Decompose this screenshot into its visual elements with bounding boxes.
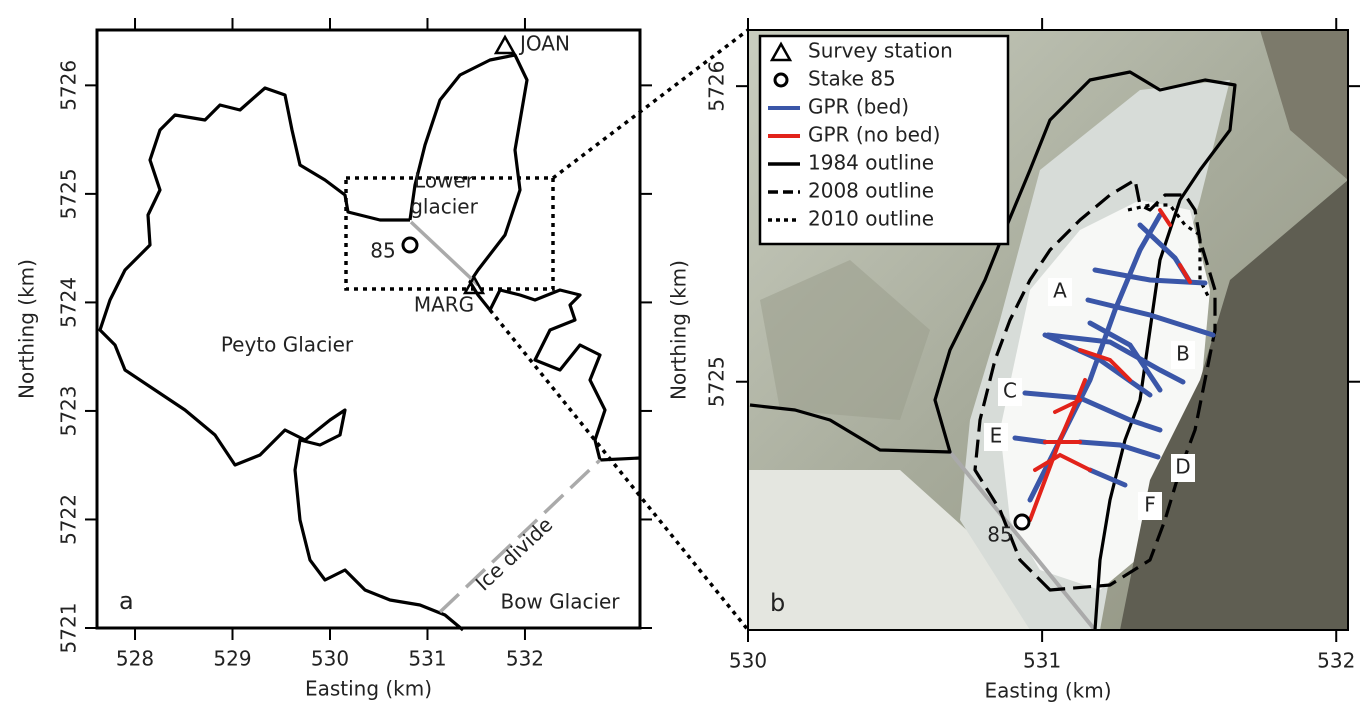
survey-station [496, 37, 514, 53]
line-label: C [1003, 379, 1017, 403]
x-tick-label: 530 [729, 649, 767, 673]
legend-label: Stake 85 [808, 67, 896, 91]
line-label: B [1176, 342, 1190, 366]
y-tick-label: 5721 [57, 603, 81, 654]
map-label: Bow Glacier [500, 590, 620, 614]
x-tick-label: 532 [1317, 649, 1355, 673]
legend-label: GPR (no bed) [808, 123, 940, 147]
line-label: D [1175, 455, 1190, 479]
map-label: Lower [414, 169, 475, 193]
y-axis-label: Northing (km) [15, 259, 39, 399]
y-tick-label: 5726 [57, 60, 81, 111]
line-label: F [1144, 493, 1156, 517]
legend-label: 1984 outline [808, 151, 934, 175]
y-tick-label: 5725 [57, 168, 81, 219]
stake [403, 238, 417, 252]
x-tick-label: 531 [408, 647, 446, 671]
map-label: glacier [410, 195, 478, 219]
map-label: JOAN [518, 32, 570, 56]
flowline [411, 222, 478, 285]
y-tick-label: 5724 [57, 277, 81, 328]
y-tick-label: 5725 [705, 356, 729, 407]
map-label: MARG [414, 293, 474, 317]
y-tick-label: 5726 [705, 61, 729, 112]
y-axis-label: Northing (km) [667, 260, 691, 400]
figure: 528 529 530 531 532 5721 5722 5723 5724 5725 5726 E… [0, 0, 1361, 720]
panel-label: b [770, 589, 785, 617]
map-label: Ice divide [471, 512, 558, 595]
legend-label: GPR (bed) [808, 95, 909, 119]
x-tick-label: 532 [506, 647, 544, 671]
stake [1015, 515, 1029, 529]
y-tick-label: 5723 [57, 385, 81, 436]
x-tick-label: 531 [1023, 649, 1061, 673]
legend-label: 2008 outline [808, 179, 934, 203]
x-axis-label: Easting (km) [305, 677, 432, 701]
frame [97, 30, 640, 628]
x-axis-label: Easting (km) [984, 679, 1111, 703]
x-tick-label: 528 [116, 647, 154, 671]
lower-glacier-outline [410, 55, 640, 460]
y-tick-label: 5722 [57, 494, 81, 545]
stake-label: 85 [987, 523, 1012, 547]
legend-label: 2010 outline [808, 207, 934, 231]
map-label: 85 [370, 239, 395, 263]
peyto-outline [100, 88, 463, 630]
legend-label: Survey station [808, 39, 953, 63]
x-tick-label: 529 [213, 647, 251, 671]
panel-label: a [119, 587, 134, 615]
line-label: A [1053, 279, 1067, 303]
line-label: E [990, 424, 1003, 448]
map-label: Peyto Glacier [221, 333, 354, 357]
x-tick-label: 530 [311, 647, 349, 671]
